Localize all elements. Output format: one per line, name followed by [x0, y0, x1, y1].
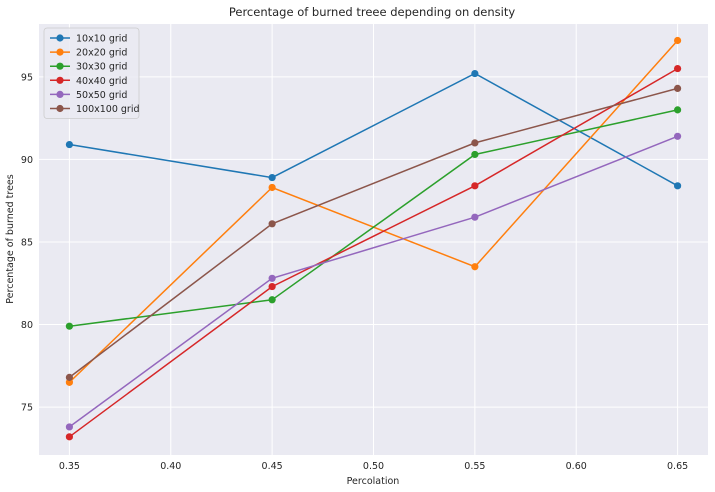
series-4 — [65, 64, 682, 441]
legend-label: 10x10 grid — [76, 34, 127, 45]
x-tick-label: 0.55 — [464, 461, 485, 472]
legend: 10x10 grid 20x20 grid 30x30 grid 40x40 grid… — [43, 27, 140, 119]
data-point — [471, 150, 479, 159]
data-point — [268, 183, 276, 192]
grid — [39, 24, 708, 455]
data-point — [673, 84, 682, 93]
series — [65, 36, 682, 441]
data-point — [673, 36, 682, 45]
data-point — [268, 173, 276, 182]
data-point — [673, 106, 682, 114]
data-point — [65, 423, 74, 431]
series-1 — [65, 69, 682, 190]
x-axis-label: Percolation — [347, 476, 400, 487]
data-point — [268, 220, 276, 228]
data-point — [673, 132, 682, 140]
data-point — [471, 139, 479, 147]
series-3 — [65, 106, 682, 330]
legend-item: 50x50 grid — [50, 90, 127, 101]
data-point — [268, 282, 276, 291]
legend-swatch-marker — [56, 104, 64, 113]
x-tick-label: 0.35 — [59, 461, 80, 472]
data-point — [65, 378, 74, 386]
data-point — [471, 69, 479, 78]
series-line — [69, 109, 678, 327]
data-point — [268, 274, 276, 282]
data-point — [471, 213, 479, 221]
legend-swatch-marker — [56, 76, 64, 84]
y-tick-label: 90 — [21, 155, 33, 166]
y-tick-label: 75 — [21, 403, 33, 414]
x-tick-label: 0.40 — [160, 461, 181, 472]
legend-item: 30x30 grid — [50, 62, 127, 73]
legend-label: 50x50 grid — [76, 90, 127, 101]
series-line — [69, 72, 678, 187]
legend-swatch-marker — [56, 34, 64, 42]
data-point — [673, 64, 682, 73]
series-line — [68, 87, 678, 378]
series-line — [68, 67, 678, 438]
x-axis-ticks: 0.35 0.40 0.45 0.50 0.55 0.60 0.65 — [59, 461, 688, 472]
x-tick-label: 0.50 — [363, 461, 384, 472]
legend-label: 30x30 grid — [76, 62, 127, 73]
data-point — [471, 182, 479, 190]
legend-item: 20x20 grid — [50, 48, 127, 59]
x-tick-label: 0.65 — [667, 461, 688, 472]
legend-item: 100x100 grid — [50, 104, 140, 115]
legend-swatch-marker — [56, 62, 64, 70]
data-point — [65, 433, 74, 441]
y-tick-label: 85 — [21, 237, 33, 248]
data-point — [65, 322, 74, 330]
legend-swatch-marker — [56, 90, 64, 98]
data-point — [65, 373, 74, 381]
series-line — [68, 135, 678, 428]
y-tick-label: 95 — [21, 72, 33, 83]
x-tick-label: 0.60 — [566, 461, 587, 472]
legend-label: 40x40 grid — [76, 76, 127, 87]
legend-box — [43, 27, 140, 119]
data-point — [471, 263, 479, 271]
data-point — [65, 140, 74, 149]
legend-swatch-marker — [56, 48, 64, 56]
legend-item: 10x10 grid — [50, 34, 127, 45]
series-6 — [65, 84, 682, 381]
y-tick-label: 80 — [21, 320, 33, 331]
legend-label: 20x20 grid — [76, 48, 127, 59]
data-point — [673, 182, 682, 190]
data-point — [268, 296, 276, 304]
legend-item: 40x40 grid — [50, 76, 127, 87]
legend-label: 100x100 grid — [76, 104, 140, 115]
series-5 — [65, 132, 682, 431]
y-axis-label: Percentage of burned trees — [5, 174, 16, 303]
y-axis-ticks: 75 80 85 90 95 — [21, 72, 33, 413]
chart-title: Percentage of burned treee depending on … — [229, 5, 516, 19]
x-tick-label: 0.45 — [262, 461, 283, 472]
